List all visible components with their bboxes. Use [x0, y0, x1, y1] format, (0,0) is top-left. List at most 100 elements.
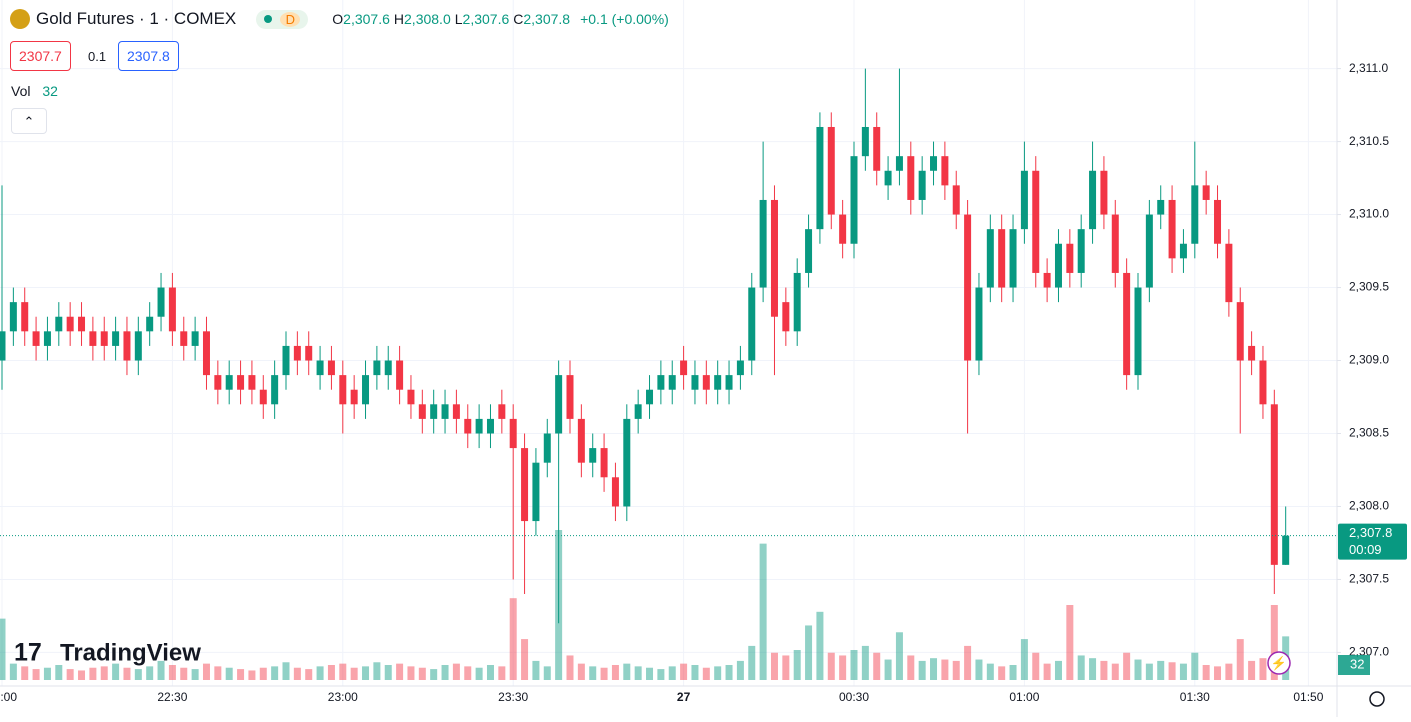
buy-box[interactable]: 2307.8 [118, 41, 179, 71]
candle-body [180, 331, 188, 346]
volume-bar [418, 667, 426, 680]
volume-bar [293, 667, 301, 680]
candle-body [1248, 345, 1256, 361]
volume-legend: Vol 32 [11, 83, 58, 99]
volume-bar [1248, 660, 1256, 680]
volume-bar [55, 665, 63, 680]
logo-mark: 17 [14, 639, 42, 667]
volume-bar [770, 652, 778, 680]
symbol-logo [10, 9, 30, 29]
volume-bar [918, 660, 926, 680]
volume-bar [441, 665, 449, 680]
candle-body [691, 375, 699, 390]
replay-button[interactable] [1267, 651, 1291, 675]
candle-body [430, 404, 438, 419]
volume-bar [964, 645, 972, 680]
candle-body [32, 331, 40, 346]
volume-bar [32, 669, 40, 680]
candle-body [600, 448, 608, 478]
candle-body [1043, 272, 1051, 288]
volume-bar [850, 650, 858, 680]
volume-bar [475, 667, 483, 680]
volume-bar [362, 666, 370, 680]
volume-bar [180, 667, 188, 680]
volume-bar [895, 632, 903, 680]
volume-bar [248, 670, 256, 680]
collapse-button[interactable]: ⌃ [11, 108, 47, 134]
volume-bar [816, 611, 824, 680]
volume-bar [941, 659, 949, 680]
candle-body [1179, 243, 1187, 259]
candle-body [555, 375, 563, 434]
settings-button[interactable] [1369, 691, 1385, 707]
volume-bar [498, 666, 506, 680]
candle-body [907, 156, 915, 200]
x-tick-label: 01:30 [1180, 690, 1210, 704]
volume-bar [327, 665, 335, 680]
ohlc-key: O [332, 11, 344, 27]
sell-box[interactable]: 2307.7 [10, 41, 71, 71]
volume-bar [714, 666, 722, 680]
status-badge[interactable]: D [256, 9, 309, 29]
volume-bar [1009, 665, 1017, 680]
volume-value: 32 [42, 83, 58, 99]
spread: 0.1 [88, 49, 107, 64]
volume-bar [691, 665, 699, 680]
ohlc-value: 2,307.6 [462, 11, 510, 27]
symbol-title[interactable]: Gold Futures · 1 · COMEX [36, 9, 237, 28]
y-tick-label: 2,308.0 [1349, 499, 1389, 513]
volume-bar [759, 543, 767, 680]
volume-bar [191, 669, 199, 680]
candle-body [350, 389, 358, 405]
candle-body [134, 331, 142, 361]
candle-body [816, 126, 824, 230]
volume-bar [827, 652, 835, 680]
candle-body [43, 331, 51, 346]
ohlc-key: C [513, 11, 524, 27]
candle-body [532, 462, 540, 522]
candle-body [441, 404, 449, 419]
candle-body [805, 229, 813, 273]
volume-bar [407, 666, 415, 680]
y-tick-label: 2,309.5 [1349, 280, 1389, 294]
volume-bar [1157, 660, 1165, 680]
candle-body [986, 229, 994, 288]
volume-bar [975, 659, 983, 680]
candle-body [259, 389, 267, 405]
volume-bar [1191, 652, 1199, 680]
candle-body [680, 360, 688, 376]
candle-body [884, 170, 892, 186]
candle-body [657, 375, 665, 390]
candle-body [611, 477, 619, 507]
candle-body [998, 229, 1006, 288]
volume-bar [237, 669, 245, 680]
candle-body [55, 316, 63, 332]
candle-body [1225, 243, 1233, 303]
volume-bar [1100, 660, 1108, 680]
y-tick-label: 2,309.0 [1349, 353, 1389, 367]
volume-bar [0, 618, 6, 680]
y-tick-label: 2,307.5 [1349, 572, 1389, 586]
volume-bar [225, 667, 233, 680]
volume-bar [861, 645, 869, 680]
candle-body [589, 448, 597, 463]
candle-body [623, 418, 631, 507]
candle-body [396, 360, 404, 390]
candle-body [1066, 243, 1074, 273]
volume-bar [66, 669, 74, 680]
candle-body [373, 360, 381, 376]
candle-body [952, 185, 960, 215]
volume-bar [271, 666, 279, 680]
candle-body [1089, 170, 1097, 230]
candle-body [112, 331, 120, 346]
watermark: 17 TradingView [14, 639, 201, 667]
volume-bar [1066, 605, 1074, 680]
ohlc-key: L [454, 11, 463, 27]
volume-bar [1111, 663, 1119, 680]
ohlc-item: O2,307.6 [332, 11, 390, 27]
candle-body [282, 345, 290, 376]
candle-body [861, 126, 869, 157]
ohlc-value: 2,308.0 [404, 11, 451, 27]
